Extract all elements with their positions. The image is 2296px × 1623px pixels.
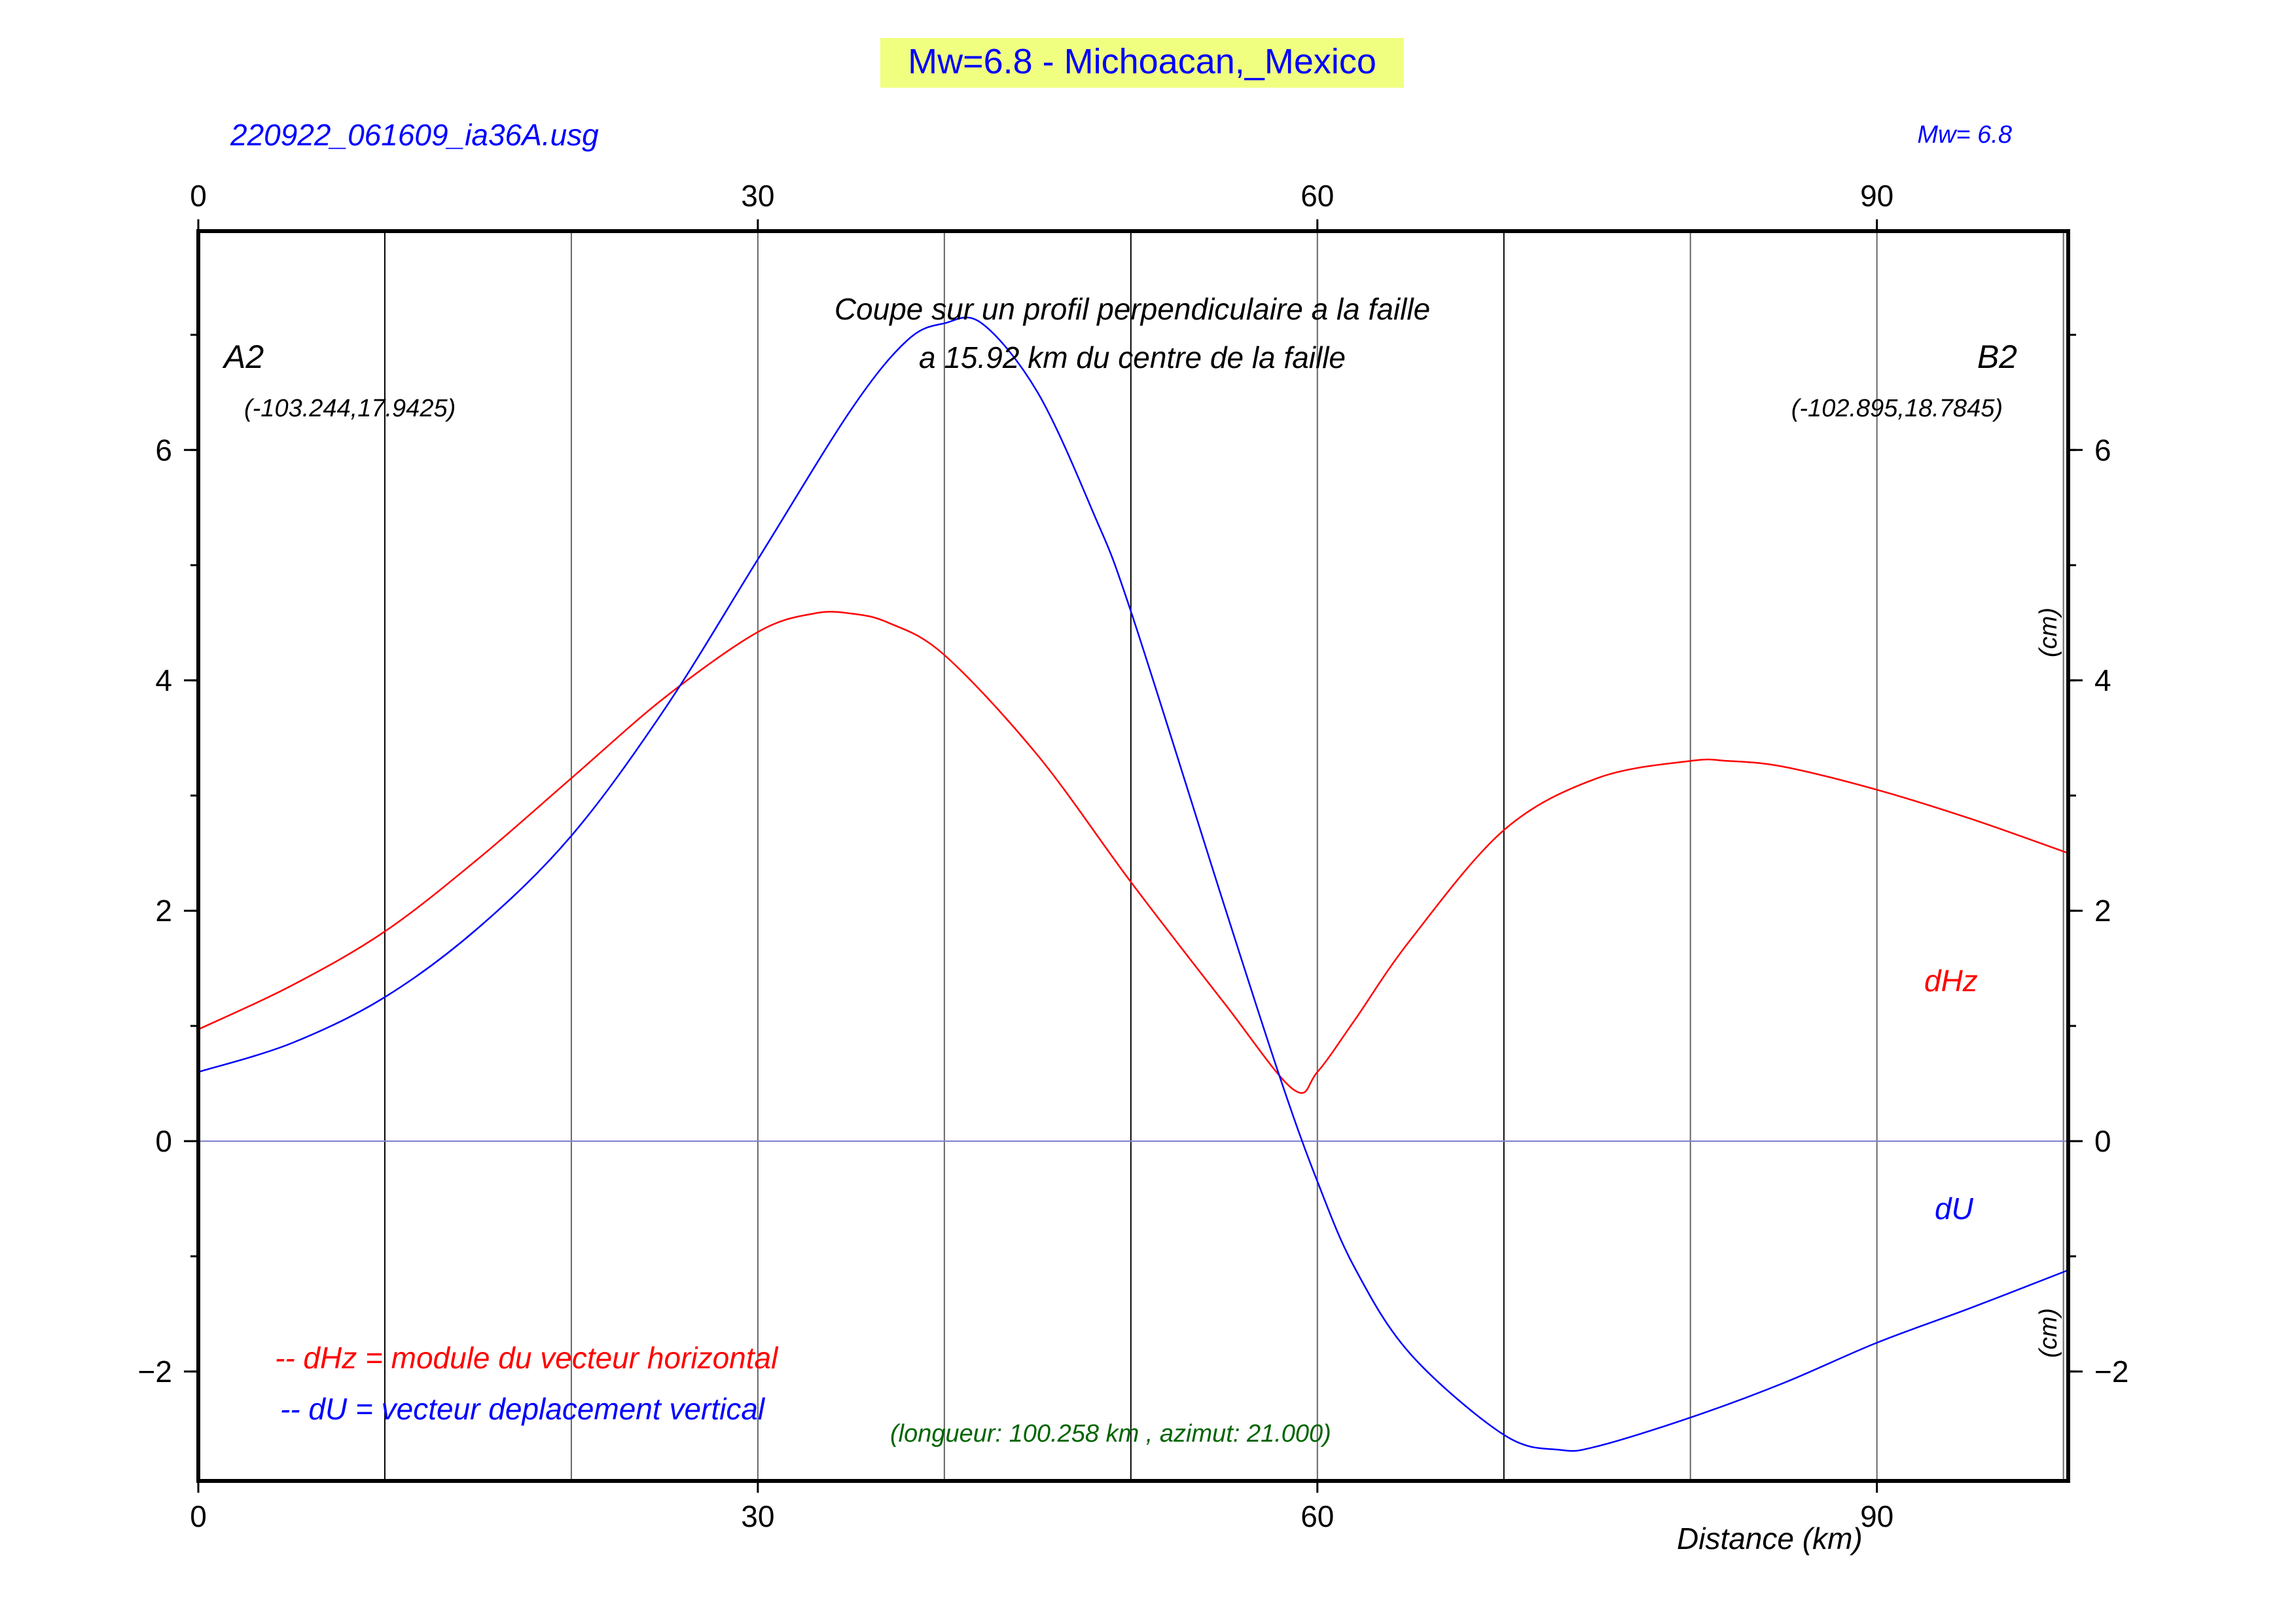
series-label-dhz: dHz — [1924, 964, 1978, 998]
x-tick-label-top: 30 — [741, 179, 774, 213]
y-tick-label-right: −2 — [2094, 1355, 2128, 1389]
y-tick-label-right: 2 — [2094, 894, 2111, 928]
filename-label: 220922_061609_ia36A.usg — [230, 118, 599, 152]
legend-du: -- dU = vecteur deplacement vertical — [280, 1392, 766, 1426]
x-tick-label-bottom: 0 — [190, 1499, 207, 1533]
y-tick-label-right: 0 — [2094, 1124, 2111, 1158]
profile-title-line1: Coupe sur un profil perpendiculaire a la… — [834, 292, 1430, 326]
y-tick-label-right: 6 — [2094, 433, 2111, 467]
x-tick-label-top: 90 — [1860, 179, 1893, 213]
x-axis-label: Distance (km) — [1677, 1522, 1863, 1556]
x-tick-label-top: 60 — [1300, 179, 1334, 213]
series-line-du — [198, 316, 2069, 1452]
data-series — [198, 316, 2069, 1452]
series-label-du: dU — [1935, 1192, 1974, 1226]
plot-frame — [196, 229, 2070, 1483]
axis-ticks: 0 0 30 30 60 60 90 90 −2 −2 0 0 2 2 4 4 6 6 — [138, 179, 2129, 1533]
y-tick-label-left: 2 — [155, 894, 172, 928]
unit-label-upper: (cm) — [2035, 608, 2062, 657]
y-tick-label-left: −2 — [138, 1355, 172, 1389]
point-b-coords: (-102.895,18.7845) — [1791, 395, 2003, 422]
y-tick-label-left: 4 — [155, 663, 172, 697]
x-tick-label-bottom: 90 — [1860, 1499, 1893, 1533]
x-tick-label-bottom: 60 — [1300, 1499, 1334, 1533]
magnitude-label: Mw= 6.8 — [1917, 121, 2012, 149]
y-tick-label-left: 0 — [155, 1124, 172, 1158]
chart-title: Mw=6.8 - Michoacan,_Mexico — [908, 42, 1376, 81]
plot-border — [196, 229, 2070, 1483]
point-a-coords: (-103.244,17.9425) — [244, 395, 456, 422]
series-line-dhz — [198, 611, 2069, 1094]
x-tick-label-top: 0 — [190, 179, 207, 213]
legend-dhz: -- dHz = module du vecteur horizontal — [275, 1341, 779, 1375]
x-tick-label-bottom: 30 — [741, 1499, 774, 1533]
point-a-name: A2 — [222, 338, 264, 375]
profile-info: (longueur: 100.258 km , azimut: 21.000) — [890, 1420, 1331, 1448]
unit-label-lower: (cm) — [2035, 1308, 2062, 1358]
point-b-name: B2 — [1977, 338, 2017, 375]
y-tick-label-left: 6 — [155, 433, 172, 467]
profile-title-line2: a 15.92 km du centre de la faille — [919, 340, 1346, 374]
title-background — [880, 38, 1404, 88]
grid-lines — [198, 231, 2068, 1481]
y-tick-label-right: 4 — [2094, 663, 2111, 697]
